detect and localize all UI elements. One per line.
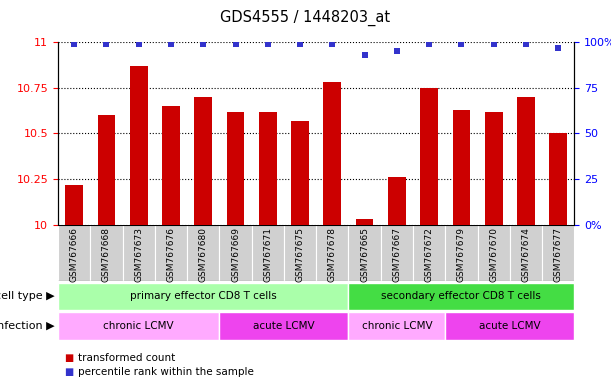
Text: cell type ▶: cell type ▶	[0, 291, 55, 301]
Text: infection ▶: infection ▶	[0, 321, 55, 331]
Bar	[123, 225, 155, 281]
Bar	[348, 312, 445, 340]
Bar	[98, 115, 115, 225]
Point	[199, 41, 208, 47]
Bar	[227, 112, 244, 225]
Text: ■: ■	[64, 367, 73, 377]
Bar	[130, 66, 148, 225]
Point	[230, 41, 240, 47]
Bar	[58, 283, 348, 310]
Point	[554, 45, 563, 51]
Bar	[542, 225, 574, 281]
Bar	[413, 225, 445, 281]
Point	[392, 48, 402, 55]
Point	[263, 41, 273, 47]
Bar	[348, 283, 574, 310]
Text: GSM767678: GSM767678	[328, 227, 337, 282]
Bar	[291, 121, 309, 225]
Point	[456, 41, 466, 47]
Text: ■: ■	[64, 353, 73, 363]
Text: GSM767671: GSM767671	[263, 227, 273, 282]
Text: chronic LCMV: chronic LCMV	[362, 321, 432, 331]
Text: GDS4555 / 1448203_at: GDS4555 / 1448203_at	[221, 10, 390, 26]
Text: GSM767669: GSM767669	[231, 227, 240, 282]
Bar	[162, 106, 180, 225]
Text: transformed count: transformed count	[78, 353, 175, 363]
Bar	[58, 225, 90, 281]
Bar	[549, 134, 567, 225]
Text: GSM767677: GSM767677	[554, 227, 563, 282]
Point	[134, 41, 144, 47]
Text: GSM767667: GSM767667	[392, 227, 401, 282]
Text: GSM767666: GSM767666	[70, 227, 79, 282]
Bar	[453, 110, 470, 225]
Text: GSM767680: GSM767680	[199, 227, 208, 282]
Point	[360, 52, 370, 58]
Text: GSM767673: GSM767673	[134, 227, 143, 282]
Point	[69, 41, 79, 47]
Bar	[284, 225, 316, 281]
Text: secondary effector CD8 T cells: secondary effector CD8 T cells	[381, 291, 541, 301]
Bar	[219, 225, 252, 281]
Bar	[381, 225, 413, 281]
Bar	[478, 225, 510, 281]
Point	[295, 41, 305, 47]
Bar	[323, 83, 341, 225]
Bar	[252, 225, 284, 281]
Bar	[90, 225, 123, 281]
Text: GSM767665: GSM767665	[360, 227, 369, 282]
Point	[327, 41, 337, 47]
Bar	[58, 312, 219, 340]
Bar	[517, 97, 535, 225]
Bar	[316, 225, 348, 281]
Text: GSM767670: GSM767670	[489, 227, 498, 282]
Text: percentile rank within the sample: percentile rank within the sample	[78, 367, 254, 377]
Text: GSM767674: GSM767674	[521, 227, 530, 282]
Point	[166, 41, 176, 47]
Text: acute LCMV: acute LCMV	[479, 321, 541, 331]
Bar	[194, 97, 212, 225]
Text: acute LCMV: acute LCMV	[253, 321, 315, 331]
Bar	[510, 225, 542, 281]
Point	[424, 41, 434, 47]
Text: chronic LCMV: chronic LCMV	[103, 321, 174, 331]
Bar	[420, 88, 438, 225]
Text: GSM767672: GSM767672	[425, 227, 434, 282]
Point	[101, 41, 111, 47]
Bar	[348, 225, 381, 281]
Bar	[445, 225, 478, 281]
Text: GSM767668: GSM767668	[102, 227, 111, 282]
Bar	[155, 225, 187, 281]
Bar	[388, 177, 406, 225]
Bar	[356, 219, 373, 225]
Text: primary effector CD8 T cells: primary effector CD8 T cells	[130, 291, 277, 301]
Text: GSM767676: GSM767676	[166, 227, 175, 282]
Text: GSM767675: GSM767675	[296, 227, 304, 282]
Point	[489, 41, 499, 47]
Point	[521, 41, 531, 47]
Bar	[445, 312, 574, 340]
Bar	[485, 112, 502, 225]
Text: GSM767679: GSM767679	[457, 227, 466, 282]
Bar	[259, 112, 277, 225]
Bar	[187, 225, 219, 281]
Bar	[65, 184, 83, 225]
Bar	[219, 312, 348, 340]
